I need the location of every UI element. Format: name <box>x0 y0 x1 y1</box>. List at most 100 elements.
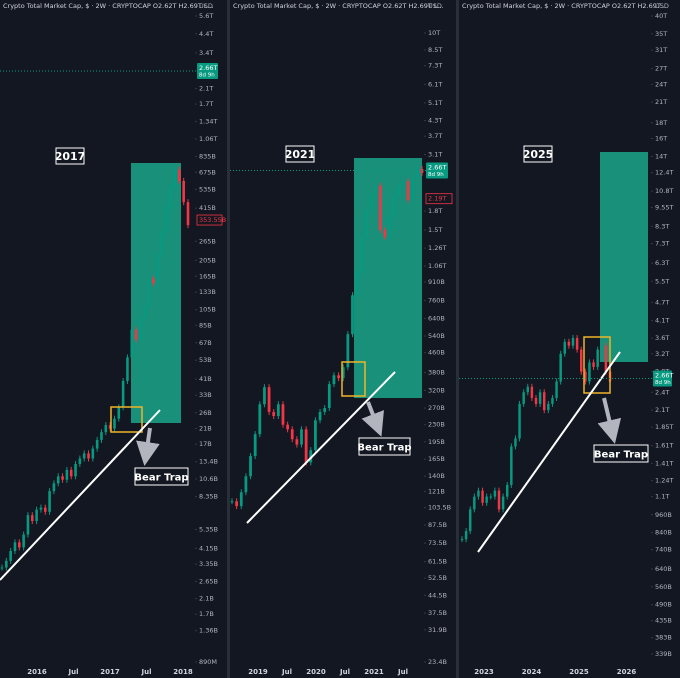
y-tick-label: 16T <box>655 135 667 143</box>
candle <box>351 295 354 335</box>
x-tick-label: Jul <box>281 668 292 676</box>
candle <box>61 476 64 480</box>
y-tick-label: 383B <box>655 634 672 642</box>
candle <box>477 490 480 497</box>
candle <box>473 496 476 510</box>
y-tick-label: 1.7T <box>199 100 213 108</box>
y-tick-label: 35T <box>655 30 667 38</box>
annotation-box <box>134 467 189 486</box>
candle <box>143 306 147 318</box>
y-tick-label: 2.1T <box>199 84 213 92</box>
candle <box>355 272 359 296</box>
candle <box>415 168 419 177</box>
candle <box>360 237 364 273</box>
candle <box>121 380 125 408</box>
candle <box>139 317 142 340</box>
candle <box>510 446 513 485</box>
annotation: Bear Trap <box>357 443 411 454</box>
candle <box>113 418 116 429</box>
y-tick-label: 195B <box>428 438 445 446</box>
y-tick-label: 1.24T <box>655 477 673 485</box>
last-tag-label: 353.55B <box>199 216 226 224</box>
y-tick-label: 3.35B <box>199 560 218 568</box>
candle <box>152 278 155 284</box>
candle <box>272 411 276 417</box>
y-tick-label: 8.3T <box>655 222 669 230</box>
candle <box>186 202 190 226</box>
y-tick-label: 10.8T <box>655 187 673 195</box>
y-tick-label: 1.1T <box>655 493 669 501</box>
y-tick-label: 33B <box>199 391 212 399</box>
y-tick-label: 435B <box>655 617 672 625</box>
candle <box>604 345 608 372</box>
candle <box>295 439 299 445</box>
candle <box>547 403 550 411</box>
y-tick-label: 10T <box>428 29 440 37</box>
candle <box>108 425 112 429</box>
candle <box>30 515 34 522</box>
candle <box>281 404 285 425</box>
y-tick-label: 2.4T <box>655 388 669 396</box>
y-tick-label: 675B <box>199 168 216 176</box>
x-tick-label: 2017 <box>100 668 120 676</box>
y-tick-label: 21B <box>199 425 212 433</box>
candle <box>87 453 90 459</box>
candle <box>530 386 534 398</box>
annotation: Bear Trap <box>594 450 648 461</box>
candle <box>526 386 530 393</box>
candle <box>230 501 234 503</box>
year-label: 2025 <box>523 148 554 161</box>
candle <box>178 169 181 181</box>
y-tick-label: 31T <box>655 46 667 54</box>
candle <box>575 338 579 350</box>
x-tick-label: 2019 <box>248 668 268 676</box>
candle <box>78 458 82 464</box>
candle <box>5 560 8 568</box>
candle <box>481 490 484 503</box>
candle <box>304 429 308 463</box>
candle <box>300 429 303 445</box>
y-tick-label: 12.4T <box>655 169 673 177</box>
y-tick-label: 890M <box>199 658 217 666</box>
price-tag-label: 2.66T <box>199 64 217 72</box>
target-box <box>131 163 181 423</box>
y-tick-label: 3.1T <box>428 151 442 159</box>
candle <box>235 501 239 507</box>
candle <box>538 392 542 404</box>
candle <box>117 407 121 419</box>
divider <box>456 0 459 678</box>
candle <box>147 278 151 307</box>
y-tick-label: 3.4T <box>199 49 213 57</box>
candle <box>309 450 313 463</box>
candle <box>402 181 405 186</box>
last-tag-label: 2.19T <box>428 195 446 203</box>
candle <box>337 375 340 379</box>
chart-header: Crypto Total Market Cap, $ · 2W · CRYPTO… <box>462 2 666 10</box>
y-tick-label: 103.5B <box>428 504 451 512</box>
x-tick-label: 2024 <box>522 668 542 676</box>
candle <box>18 542 21 548</box>
y-tick-label: 910B <box>428 278 445 286</box>
candle <box>239 492 243 507</box>
y-tick-label: 760B <box>428 297 445 305</box>
candle <box>388 216 391 238</box>
candle <box>65 469 69 480</box>
candle <box>411 176 415 201</box>
candle <box>156 255 160 284</box>
candle <box>253 434 257 457</box>
divider <box>227 0 230 678</box>
x-tick-label: 2016 <box>27 668 47 676</box>
price-tag <box>426 162 448 179</box>
candle <box>258 404 262 435</box>
y-tick-label: 8.5T <box>428 46 442 54</box>
y-tick-label: 640B <box>428 314 445 322</box>
candle <box>39 507 43 510</box>
y-tick-label: 6.1T <box>428 80 442 88</box>
x-tick-label: Jul <box>141 668 152 676</box>
y-tick-label: 270B <box>428 404 445 412</box>
target-box <box>600 152 648 362</box>
chart-header: Crypto Total Market Cap, $ · 2W · CRYPTO… <box>233 2 444 10</box>
candle <box>406 181 410 201</box>
x-tick-label: 2018 <box>173 668 193 676</box>
